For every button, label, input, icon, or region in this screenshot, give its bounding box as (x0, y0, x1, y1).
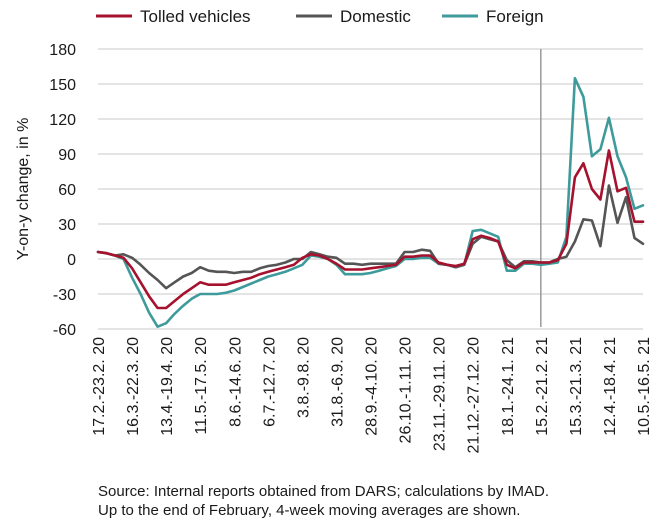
x-tick-label: 12.4.-18.4. 21 (602, 337, 619, 436)
x-tick-label: 18.1.-24.1. 21 (500, 337, 517, 436)
legend-label-domestic: Domestic (340, 7, 411, 26)
x-tick-label: 28.9.-4.10. 20 (364, 337, 381, 436)
source-note: Source: Internal reports obtained from D… (98, 482, 648, 520)
series-lines (96, 76, 645, 329)
x-tick-label: 21.12.-27.12. 20 (466, 337, 483, 454)
x-tick-label: 17.2.-23.2. 20 (91, 337, 108, 436)
x-axis-tick-labels: 17.2.-23.2. 20 16.3.-22.3. 20 13.4.-19.4. … (91, 337, 653, 454)
source-line-1: Source: Internal reports obtained from D… (98, 483, 550, 500)
y-axis-tick-labels: 180 150 120 90 60 30 0 -30 -60 (49, 42, 76, 339)
y-tick-label: 150 (49, 77, 76, 94)
series-line-tolled-vehicles (96, 149, 645, 310)
y-tick-label: 180 (49, 42, 76, 59)
series-line-foreign (96, 76, 645, 329)
x-tick-label: 31.8.-6.9. 20 (329, 337, 346, 427)
y-tick-label: 0 (67, 252, 76, 269)
x-tick-label: 26.10.-1.11. 20 (398, 337, 415, 444)
y-tick-label: -60 (53, 322, 76, 339)
x-tick-label: 15.2.-21.2. 21 (534, 337, 551, 436)
y-axis-label: Y-on-y change, in % (15, 118, 32, 261)
x-tick-label: 10.5.-16.5. 21 (636, 337, 653, 436)
y-tick-label: 120 (49, 112, 76, 129)
y-tick-label: 90 (58, 147, 76, 164)
x-tick-label: 3.8.-9.8. 20 (295, 337, 312, 418)
legend: Tolled vehicles Domestic Foreign (96, 7, 544, 26)
y-tick-label: 30 (58, 217, 76, 234)
y-tick-label: -30 (53, 287, 76, 304)
legend-label-foreign: Foreign (486, 7, 544, 26)
y-tick-label: 60 (58, 182, 76, 199)
x-tick-label: 13.4.-19.4. 20 (159, 337, 176, 436)
x-tick-label: 11.5.-17.5. 20 (193, 337, 210, 435)
x-tick-label: 16.3.-22.3. 20 (125, 337, 142, 436)
legend-label-tolled-vehicles: Tolled vehicles (140, 7, 251, 26)
x-tick-label: 6.7.-12.7. 20 (261, 337, 278, 427)
x-tick-label: 8.6.-14.6. 20 (227, 337, 244, 427)
source-line-2: Up to the end of February, 4-week moving… (98, 502, 521, 519)
gridlines (98, 48, 643, 330)
x-tick-label: 23.11.-29.11. 20 (432, 337, 449, 451)
x-tick-label: 15.3.-21.3. 21 (568, 337, 585, 436)
